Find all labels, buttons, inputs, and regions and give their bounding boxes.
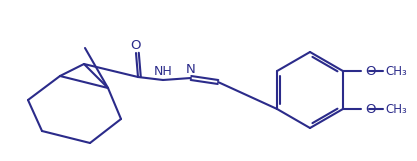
Text: NH: NH <box>153 65 172 77</box>
Text: CH₃: CH₃ <box>385 103 407 115</box>
Text: CH₃: CH₃ <box>385 65 407 77</box>
Text: O: O <box>365 65 375 77</box>
Text: N: N <box>186 62 196 76</box>
Text: O: O <box>365 103 375 115</box>
Text: O: O <box>131 38 141 52</box>
